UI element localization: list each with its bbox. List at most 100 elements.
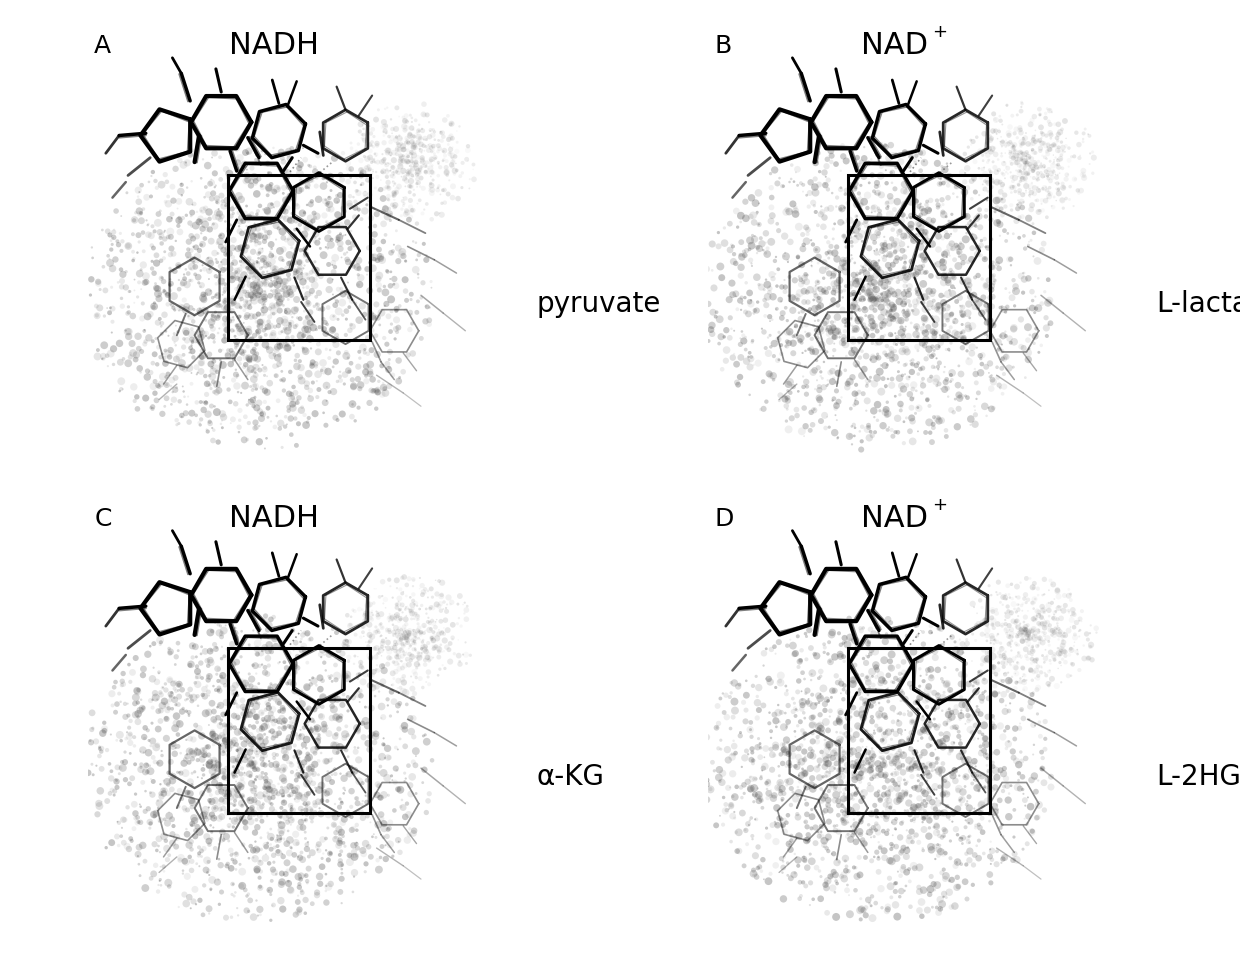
Circle shape: [801, 274, 807, 282]
Circle shape: [1001, 152, 1003, 154]
Circle shape: [218, 797, 224, 803]
Circle shape: [1043, 316, 1049, 320]
Circle shape: [830, 873, 835, 878]
Circle shape: [205, 658, 210, 664]
Circle shape: [973, 710, 980, 716]
Circle shape: [398, 376, 401, 379]
Circle shape: [181, 216, 185, 220]
Circle shape: [222, 267, 227, 271]
Circle shape: [843, 325, 847, 328]
Circle shape: [903, 284, 908, 289]
Circle shape: [816, 397, 823, 403]
Circle shape: [296, 259, 303, 265]
Circle shape: [746, 785, 755, 792]
Circle shape: [126, 305, 130, 309]
Circle shape: [196, 828, 203, 836]
Circle shape: [398, 618, 403, 621]
Circle shape: [982, 236, 987, 241]
Circle shape: [861, 760, 862, 763]
Circle shape: [301, 742, 306, 748]
Circle shape: [177, 279, 180, 281]
Circle shape: [749, 211, 756, 219]
Circle shape: [769, 293, 776, 300]
Circle shape: [1060, 166, 1064, 170]
Circle shape: [440, 202, 444, 205]
Circle shape: [866, 829, 873, 836]
Circle shape: [273, 845, 277, 849]
Circle shape: [768, 372, 774, 378]
Circle shape: [1022, 610, 1023, 612]
Circle shape: [835, 206, 837, 207]
Circle shape: [322, 174, 329, 179]
Circle shape: [362, 173, 365, 176]
Circle shape: [150, 224, 155, 229]
Circle shape: [795, 223, 802, 231]
Circle shape: [311, 698, 314, 700]
Circle shape: [401, 722, 408, 730]
Circle shape: [192, 264, 198, 269]
Circle shape: [272, 902, 275, 907]
Circle shape: [175, 747, 177, 749]
Circle shape: [826, 700, 830, 703]
Circle shape: [370, 618, 374, 621]
Circle shape: [188, 748, 195, 755]
Circle shape: [722, 692, 724, 695]
Circle shape: [187, 396, 190, 398]
Circle shape: [1003, 205, 1008, 208]
Circle shape: [877, 172, 884, 179]
Circle shape: [441, 664, 444, 667]
Circle shape: [223, 711, 227, 715]
Circle shape: [330, 812, 336, 817]
Circle shape: [195, 676, 198, 679]
Circle shape: [775, 358, 780, 363]
Circle shape: [842, 688, 846, 692]
Circle shape: [990, 185, 993, 189]
Circle shape: [1055, 628, 1058, 630]
Circle shape: [272, 698, 273, 700]
Circle shape: [365, 266, 371, 272]
Circle shape: [113, 679, 118, 684]
Circle shape: [1003, 170, 1006, 171]
Circle shape: [443, 188, 446, 192]
Circle shape: [260, 775, 264, 779]
Circle shape: [894, 771, 899, 776]
Circle shape: [831, 273, 836, 279]
Circle shape: [1019, 774, 1025, 780]
Circle shape: [1011, 324, 1018, 332]
Circle shape: [200, 848, 203, 853]
Circle shape: [926, 296, 930, 300]
Circle shape: [420, 112, 427, 117]
Circle shape: [301, 325, 309, 333]
Circle shape: [279, 378, 283, 382]
Circle shape: [136, 820, 140, 824]
Circle shape: [1035, 801, 1043, 809]
Circle shape: [838, 264, 844, 271]
Circle shape: [265, 437, 268, 440]
Circle shape: [1043, 661, 1045, 664]
Circle shape: [1019, 176, 1023, 179]
Circle shape: [1032, 581, 1037, 586]
Circle shape: [298, 374, 303, 380]
Circle shape: [873, 730, 875, 731]
Circle shape: [253, 404, 260, 411]
Circle shape: [188, 279, 192, 282]
Circle shape: [286, 154, 290, 157]
Circle shape: [460, 624, 463, 628]
Circle shape: [239, 231, 244, 236]
Circle shape: [219, 745, 222, 747]
Circle shape: [125, 846, 133, 852]
Circle shape: [247, 763, 250, 767]
Circle shape: [932, 374, 940, 382]
Circle shape: [404, 260, 407, 262]
Circle shape: [921, 263, 925, 268]
Circle shape: [962, 179, 967, 184]
Circle shape: [460, 171, 464, 175]
Circle shape: [906, 198, 914, 206]
Circle shape: [852, 811, 857, 815]
Circle shape: [877, 207, 880, 209]
Circle shape: [362, 124, 363, 125]
Circle shape: [877, 208, 882, 213]
Circle shape: [1045, 681, 1050, 686]
Circle shape: [930, 881, 936, 887]
Circle shape: [940, 835, 944, 840]
